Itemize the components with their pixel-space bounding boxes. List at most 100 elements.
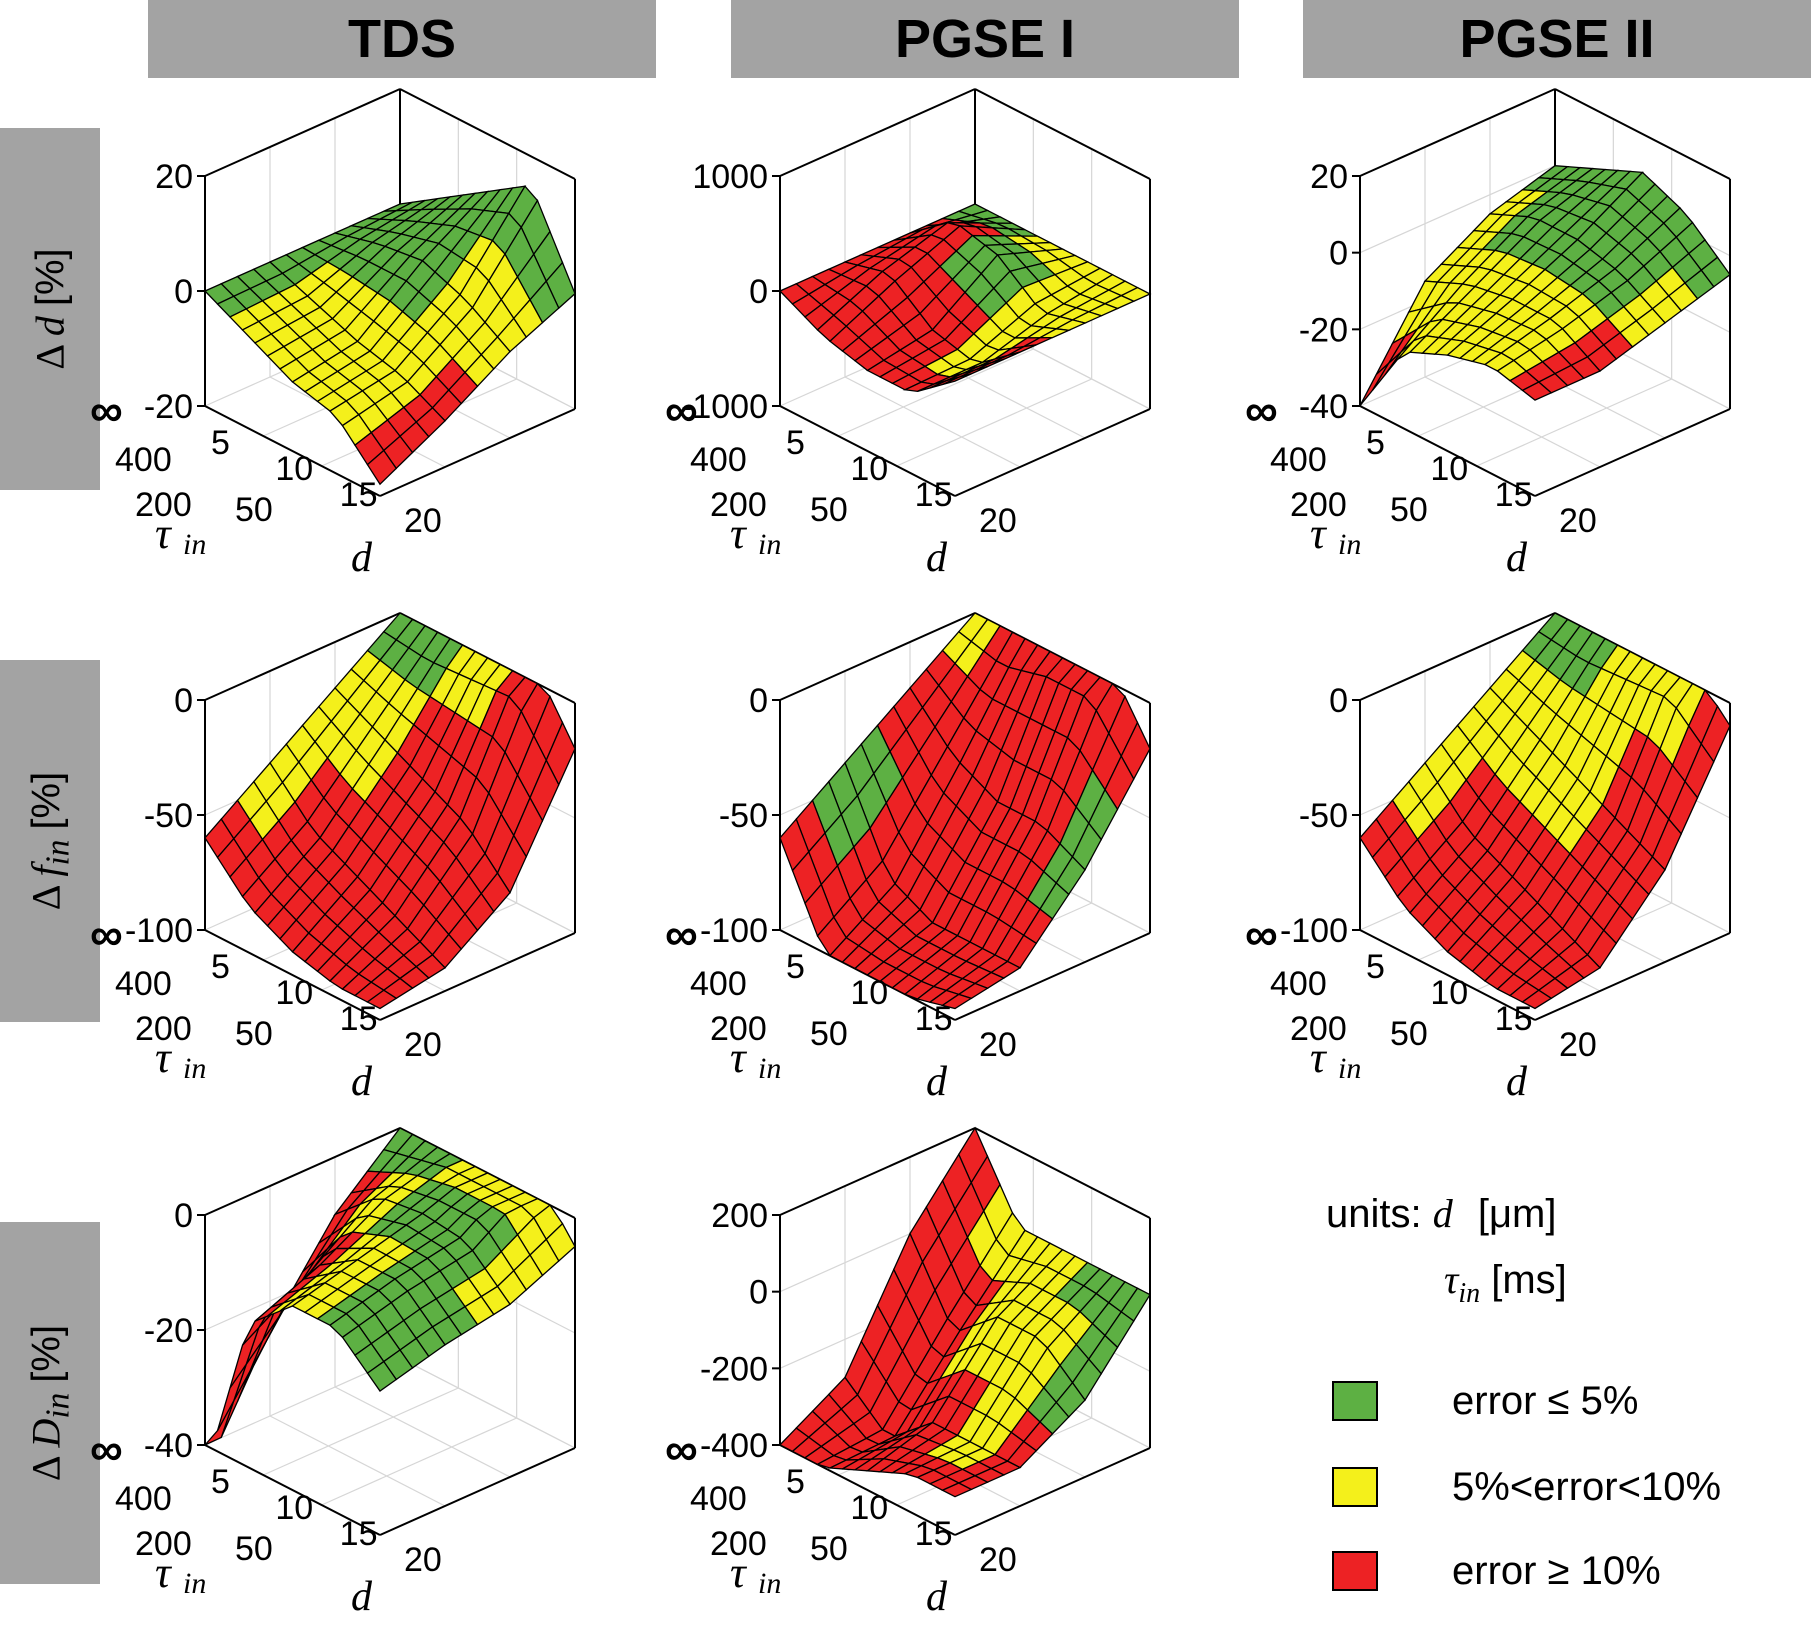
surface-plot-0: -20 0 20 5 10 15 20 d 50 200 400 ∞ τ in bbox=[90, 88, 576, 581]
y-tick-label: 400 bbox=[1270, 441, 1327, 479]
x-tick-label: 20 bbox=[404, 502, 442, 540]
x-axis-label: d bbox=[926, 535, 948, 581]
column-header-pgse-ii: PGSE II bbox=[1303, 0, 1811, 78]
x-tick-label: 10 bbox=[850, 450, 888, 488]
surface-cell bbox=[1521, 381, 1553, 401]
axis-edge bbox=[974, 88, 1151, 180]
axis-edge bbox=[204, 1127, 401, 1216]
y-tick-label-infinity: ∞ bbox=[665, 384, 698, 436]
units-prefix: units: bbox=[1326, 1192, 1422, 1236]
y-axis-label-sub: in bbox=[758, 528, 781, 561]
y-tick-label: 200 bbox=[135, 1010, 192, 1048]
y-tick-label: 50 bbox=[235, 1015, 273, 1053]
y-tick-label: 200 bbox=[710, 1525, 767, 1563]
y-tick-label: 400 bbox=[115, 441, 172, 479]
y-tick-label: 200 bbox=[1290, 486, 1347, 524]
z-tick-label: -100 bbox=[125, 912, 193, 950]
legend-label: error ≥ 10% bbox=[1452, 1548, 1661, 1593]
z-tick-label: -50 bbox=[719, 797, 768, 835]
surface-plot-4: -100 -50 0 5 10 15 20 d 50 200 400 ∞ τ in bbox=[665, 612, 1151, 1105]
y-tick-label: 200 bbox=[710, 1010, 767, 1048]
axis-edge bbox=[379, 408, 576, 497]
x-tick-label: 5 bbox=[1366, 948, 1385, 986]
z-tick-label: 0 bbox=[174, 273, 193, 311]
axis-edge bbox=[1554, 88, 1731, 180]
grid-line bbox=[896, 378, 1092, 467]
y-axis-label: τ bbox=[730, 509, 748, 558]
legend: units: d [μm] τin [ms] error ≤ 5% 5%<err… bbox=[1320, 1190, 1800, 1630]
z-tick-label: -50 bbox=[1299, 797, 1348, 835]
y-tick-label-infinity: ∞ bbox=[90, 908, 123, 960]
axis-edge bbox=[1359, 929, 1536, 1021]
y-axis-label-sub: in bbox=[183, 528, 206, 561]
row-header-delta-din: Δ Din [%] bbox=[0, 1222, 100, 1584]
x-tick-label: 20 bbox=[979, 502, 1017, 540]
x-tick-label: 10 bbox=[275, 974, 313, 1012]
y-tick-label: 50 bbox=[1390, 491, 1428, 529]
legend-label: 5%<error<10% bbox=[1452, 1464, 1722, 1509]
y-tick-label: 400 bbox=[115, 1480, 172, 1518]
grid-line bbox=[269, 1415, 446, 1507]
y-tick-label: 50 bbox=[810, 1015, 848, 1053]
y-axis-label: τ bbox=[730, 1033, 748, 1082]
grid-line bbox=[263, 1387, 459, 1476]
y-axis-label: τ bbox=[1310, 1033, 1328, 1082]
x-tick-label: 15 bbox=[340, 476, 378, 514]
axis-edge bbox=[779, 88, 976, 177]
y-tick-label-infinity: ∞ bbox=[1245, 384, 1278, 436]
z-tick-label: 0 bbox=[174, 682, 193, 720]
y-tick-label-infinity: ∞ bbox=[90, 384, 123, 436]
surface-mesh bbox=[203, 185, 576, 486]
units-d-var: d bbox=[1432, 1191, 1453, 1236]
z-tick-label: -20 bbox=[144, 388, 193, 426]
y-axis-label: τ bbox=[1310, 509, 1328, 558]
axis-edge bbox=[1359, 405, 1536, 497]
axis-edge bbox=[1359, 88, 1556, 177]
x-tick-label: 20 bbox=[979, 1541, 1017, 1579]
x-tick-label: 20 bbox=[404, 1026, 442, 1064]
axis-edge bbox=[1534, 408, 1731, 497]
units-tau-unit: [ms] bbox=[1491, 1258, 1567, 1302]
surface-plot-6: -40 -20 0 5 10 15 20 d 50 200 400 ∞ τ in bbox=[90, 1127, 576, 1620]
units-d-unit: [μm] bbox=[1477, 1192, 1557, 1236]
row-header-delta-fin: Δ fin [%] bbox=[0, 660, 100, 1022]
y-tick-label-infinity: ∞ bbox=[90, 1423, 123, 1475]
z-tick-label: 0 bbox=[749, 682, 768, 720]
y-tick-label: 200 bbox=[135, 486, 192, 524]
surface-plot-2: -40 -20 0 20 5 10 15 20 d 50 200 400 ∞ τ in bbox=[1245, 88, 1731, 581]
z-tick-label: 200 bbox=[711, 1197, 768, 1235]
x-tick-label: 15 bbox=[340, 1515, 378, 1553]
units-tau-sub: in bbox=[1458, 1278, 1481, 1309]
y-tick-label: 200 bbox=[710, 486, 767, 524]
x-tick-label: 5 bbox=[786, 424, 805, 462]
z-tick-label: 0 bbox=[749, 1274, 768, 1312]
x-tick-label: 10 bbox=[850, 1489, 888, 1527]
surface-mesh bbox=[779, 612, 1151, 1010]
grid-line bbox=[779, 88, 1151, 180]
z-tick-label: -20 bbox=[144, 1312, 193, 1350]
z-tick-label: -20 bbox=[1299, 311, 1348, 349]
z-tick-label: -40 bbox=[144, 1427, 193, 1465]
z-tick-label: -400 bbox=[700, 1427, 768, 1465]
axis-edge bbox=[204, 612, 401, 701]
axis-edge bbox=[779, 405, 956, 497]
y-tick-label: 400 bbox=[690, 441, 747, 479]
axis-edge bbox=[779, 612, 976, 701]
surface-mesh bbox=[1359, 165, 1731, 407]
x-tick-label: 15 bbox=[915, 476, 953, 514]
x-tick-label: 5 bbox=[1366, 424, 1385, 462]
column-header-label: PGSE I bbox=[894, 9, 1076, 69]
legend-item-yellow: 5%<error<10% bbox=[1332, 1462, 1721, 1512]
units-tau: τin [ms] bbox=[1444, 1256, 1567, 1310]
grid-line bbox=[1476, 378, 1672, 467]
axis-edge bbox=[204, 1444, 381, 1536]
y-tick-label: 50 bbox=[235, 491, 273, 529]
z-tick-label: 0 bbox=[1329, 682, 1348, 720]
legend-item-red: error ≥ 10% bbox=[1332, 1546, 1661, 1596]
legend-swatch-yellow bbox=[1332, 1467, 1378, 1507]
x-axis-label: d bbox=[1506, 1059, 1528, 1105]
x-tick-label: 10 bbox=[850, 974, 888, 1012]
y-axis-label-sub: in bbox=[758, 1052, 781, 1085]
axis-edge bbox=[954, 408, 1151, 497]
surface-mesh bbox=[778, 1126, 1151, 1498]
